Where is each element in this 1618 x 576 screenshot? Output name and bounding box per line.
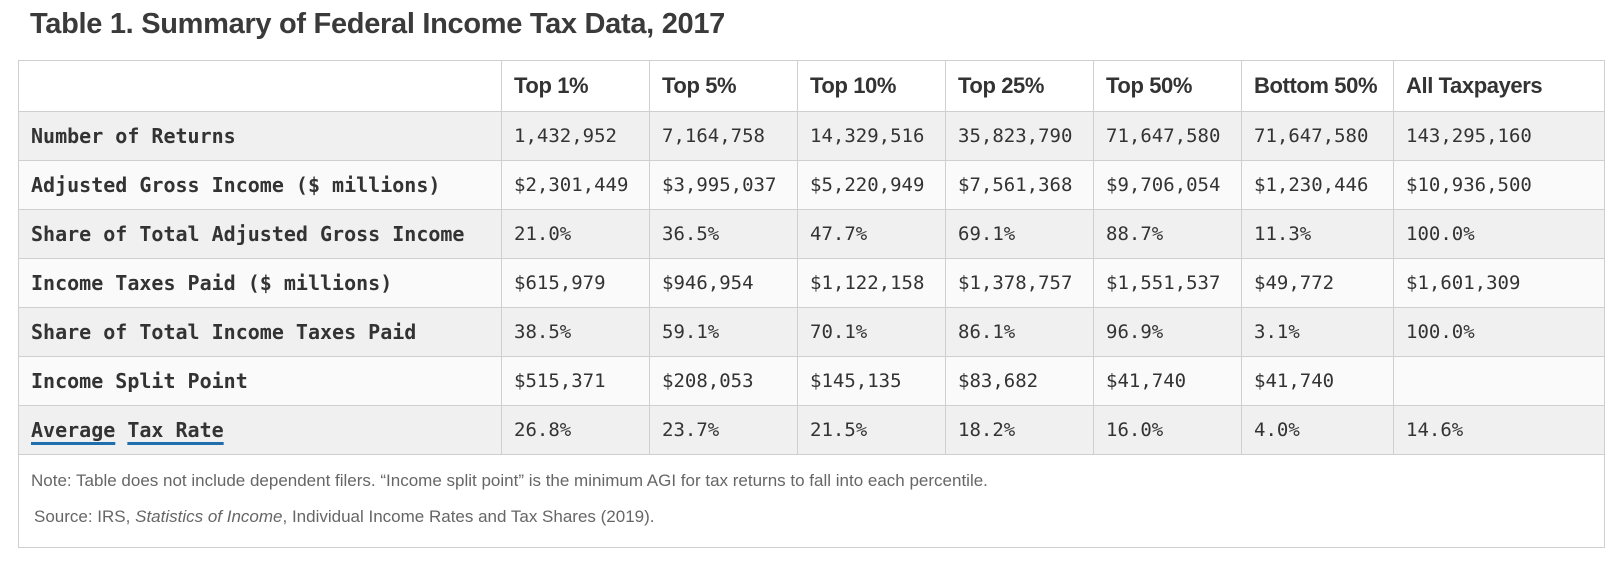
table-cell: $208,053 [649,356,798,406]
table-row-number-of-returns: Number of Returns 1,432,952 7,164,758 14… [18,111,1605,161]
table-cell: $41,740 [1093,356,1242,406]
table-cell: $7,561,368 [945,160,1094,210]
table-cell-empty [1393,356,1605,406]
table-cell: $1,551,537 [1093,258,1242,308]
table-cell: 59.1% [649,307,798,357]
table-cell: $49,772 [1241,258,1394,308]
table-cell: 7,164,758 [649,111,798,161]
row-label: Adjusted Gross Income ($ millions) [18,160,502,210]
table-cell: $515,371 [501,356,650,406]
column-header-bottom-50: Bottom 50% [1241,60,1394,112]
table-cell: 14.6% [1393,405,1605,455]
table-cell: 47.7% [797,209,946,259]
table-cell: $1,230,446 [1241,160,1394,210]
row-label: Number of Returns [18,111,502,161]
table-row-adjusted-gross-income: Adjusted Gross Income ($ millions) $2,30… [18,160,1605,210]
table-cell: 21.0% [501,209,650,259]
table-cell: 143,295,160 [1393,111,1605,161]
table-cell: 21.5% [797,405,946,455]
table-row-income-taxes-paid: Income Taxes Paid ($ millions) $615,979 … [18,258,1605,308]
table-cell: 70.1% [797,307,946,357]
source-italic-title: Statistics of Income [135,507,283,526]
table-cell: 100.0% [1393,307,1605,357]
notes-row: Note: Table does not include dependent f… [18,454,1605,548]
table-cell: 3.1% [1241,307,1394,357]
table-cell: 14,329,516 [797,111,946,161]
table-cell: 11.3% [1241,209,1394,259]
table-cell: $10,936,500 [1393,160,1605,210]
table-cell: $1,378,757 [945,258,1094,308]
row-label: Income Split Point [18,356,502,406]
source-suffix: , Individual Income Rates and Tax Shares… [282,507,655,526]
column-header-top-5: Top 5% [649,60,798,112]
column-header-all-taxpayers: All Taxpayers [1393,60,1605,112]
table-cell: 71,647,580 [1093,111,1242,161]
table-cell: 4.0% [1241,405,1394,455]
table-cell: 35,823,790 [945,111,1094,161]
header-row: Top 1% Top 5% Top 10% Top 25% Top 50% Bo… [18,60,1605,112]
table-cell: 38.5% [501,307,650,357]
table-cell: $615,979 [501,258,650,308]
table-cell: $1,601,309 [1393,258,1605,308]
column-header-top-10: Top 10% [797,60,946,112]
notes-cell: Note: Table does not include dependent f… [18,454,1605,548]
table-cell: $41,740 [1241,356,1394,406]
table-cell: 36.5% [649,209,798,259]
table-cell: $1,122,158 [797,258,946,308]
table-cell: $2,301,449 [501,160,650,210]
table-cell: $145,135 [797,356,946,406]
row-label: Share of Total Income Taxes Paid [18,307,502,357]
average-link[interactable]: Average [31,418,116,442]
table-cell: $5,220,949 [797,160,946,210]
table-cell: 69.1% [945,209,1094,259]
table-note: Note: Table does not include dependent f… [31,471,988,490]
table-cell: 96.9% [1093,307,1242,357]
column-header-top-25: Top 25% [945,60,1094,112]
corner-header-cell [18,60,502,112]
table-source: Source: IRS, Statistics of Income, Indiv… [34,507,1604,527]
tax-rate-link[interactable]: Tax Rate [127,418,224,442]
table-cell: 88.7% [1093,209,1242,259]
row-label: Average Tax Rate [18,405,502,455]
table-cell: 16.0% [1093,405,1242,455]
table-cell: 23.7% [649,405,798,455]
row-label: Share of Total Adjusted Gross Income [18,209,502,259]
table-cell: 18.2% [945,405,1094,455]
table-cell: 100.0% [1393,209,1605,259]
table-row-average-tax-rate: Average Tax Rate 26.8% 23.7% 21.5% 18.2%… [18,405,1605,455]
table-cell: 86.1% [945,307,1094,357]
source-prefix: Source: IRS, [34,507,136,526]
table-cell: 26.8% [501,405,650,455]
table-cell: $9,706,054 [1093,160,1242,210]
table-cell: $83,682 [945,356,1094,406]
table-row-income-split-point: Income Split Point $515,371 $208,053 $14… [18,356,1605,406]
table-cell: $3,995,037 [649,160,798,210]
table-cell: $946,954 [649,258,798,308]
table-row-share-of-taxes-paid: Share of Total Income Taxes Paid 38.5% 5… [18,307,1605,357]
table-row-share-of-agi: Share of Total Adjusted Gross Income 21.… [18,209,1605,259]
column-header-top-1: Top 1% [501,60,650,112]
table-cell: 1,432,952 [501,111,650,161]
row-label: Income Taxes Paid ($ millions) [18,258,502,308]
page-title: Table 1. Summary of Federal Income Tax D… [30,8,726,40]
tax-data-table: Top 1% Top 5% Top 10% Top 25% Top 50% Bo… [18,60,1605,548]
table-cell: 71,647,580 [1241,111,1394,161]
column-header-top-50: Top 50% [1093,60,1242,112]
